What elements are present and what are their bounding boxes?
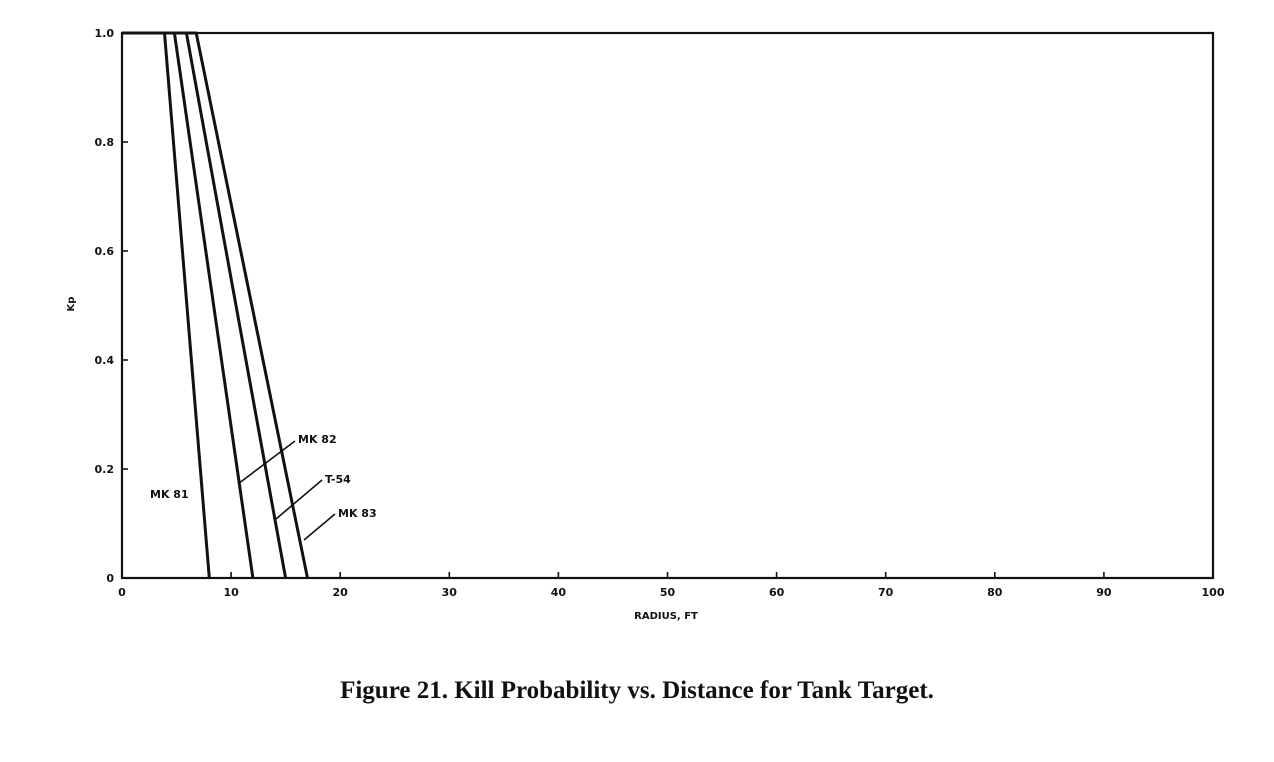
series-label-t-54: T-54 [325,473,351,486]
figure-caption: Figure 21. Kill Probability vs. Distance… [340,677,934,704]
y-tick-label: 0 [106,572,114,585]
series-lines [122,31,309,579]
x-tick-label: 10 [223,586,239,599]
x-axis-label: RADIUS, FT [634,611,698,622]
y-axis-ticks: 0 0.2 0.4 0.6 0.8 1.0 [95,27,128,585]
series-label-mk-82: MK 82 [298,433,337,446]
x-tick-label: 0 [118,586,126,599]
leader-line-t-54 [275,479,323,520]
x-tick-label: 60 [769,586,785,599]
y-tick-label: 0.4 [95,354,115,367]
kill-probability-chart: 0 10 20 30 40 50 60 70 80 90 100 00.20.40.60.81.0 … [66,27,1225,622]
plot-frame [120,31,1215,580]
x-tick-label: 20 [333,586,349,599]
x-tick-label: 100 [1202,586,1225,599]
x-tick-label: 50 [660,586,676,599]
series-line-mk-83 [122,31,309,579]
x-tick-label: 90 [1096,586,1112,599]
x-tick-label: 40 [551,586,567,599]
y-tick-label: 0.6 [95,245,115,258]
y-axis-label: Kp [66,297,77,312]
x-tick-label: 70 [878,586,894,599]
series-labels: MK 81 MK 82 T-54 MK 83 [150,433,377,541]
leader-line-mk-83 [303,513,336,541]
series-label-mk-81: MK 81 [150,488,189,501]
x-tick-label: 30 [442,586,458,599]
plot-border [120,31,1215,580]
leader-line-mk-82 [237,440,296,485]
series-label-mk-83: MK 83 [338,507,377,520]
x-tick-label: 80 [987,586,1003,599]
y-tick-label: 0.2 [95,463,115,476]
y-tick-label: 0.8 [95,136,115,149]
x-axis-ticks: 0 10 20 30 40 50 60 70 80 90 100 [118,572,1225,599]
y-tick-label: 1.0 [95,27,115,40]
